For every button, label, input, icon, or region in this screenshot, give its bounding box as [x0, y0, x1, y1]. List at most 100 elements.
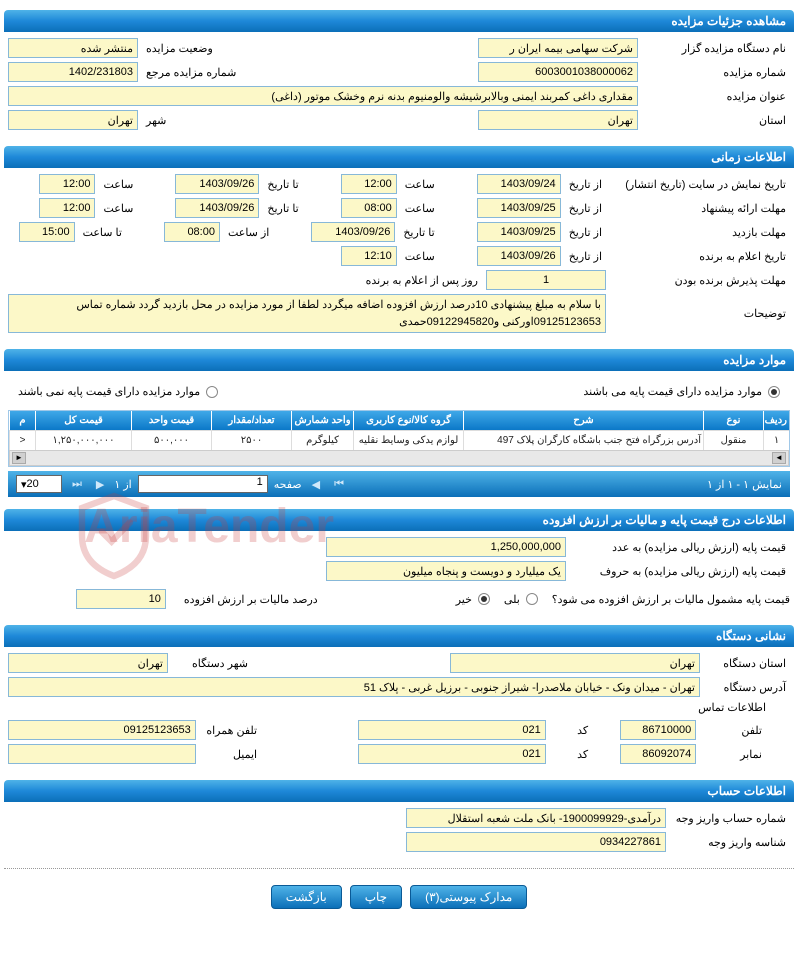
- section-header-device: نشانی دستگاه: [4, 625, 794, 647]
- winner-time: 12:10: [341, 246, 397, 266]
- notes-value: با سلام به مبلغ پیشنهادی 10درصد ارزش افز…: [8, 294, 606, 333]
- num-value: 6003001038000062: [478, 62, 638, 82]
- pager-first-icon[interactable]: ⏮: [330, 478, 348, 491]
- scroll-right-icon[interactable]: ►: [12, 452, 26, 464]
- radio-with-base[interactable]: موارد مزایده دارای قیمت پایه می باشند: [583, 385, 780, 398]
- pager-showing: نمایش ۱ - ۱ از ۱: [707, 478, 782, 491]
- col-row: ردیف: [763, 411, 789, 430]
- fax-value: 86092074: [620, 744, 697, 764]
- visit-from-time: 08:00: [164, 222, 220, 242]
- table-row[interactable]: ۱ منقول آدرس بزرگراه فتح جنب باشگاه کارگ…: [9, 430, 789, 450]
- timing-body: تاریخ نمایش در سایت (تاریخ انتشار) از تا…: [4, 168, 794, 343]
- vat-pct-label: درصد مالیات بر ارزش افزوده: [180, 591, 322, 608]
- pub-label: تاریخ نمایش در سایت (تاریخ انتشار): [610, 176, 790, 193]
- col-unit: واحد شمارش: [291, 411, 353, 430]
- acct-value: درآمدی-1900099929- بانک ملت شعبه استقلال: [406, 808, 666, 828]
- cell-desc: آدرس بزرگراه فتح جنب باشگاه کارگران پلاک…: [463, 431, 703, 450]
- col-group: گروه کالا/نوع کاربری: [353, 411, 463, 430]
- ref-value: 1402/231803: [8, 62, 138, 82]
- footer-buttons: مدارک پیوستی(۳) چاپ بازگشت: [4, 875, 794, 919]
- time-label-3: ساعت: [401, 200, 439, 217]
- visit-label: مهلت بازدید: [610, 224, 790, 241]
- cell-group: لوازم یدکی وسایط نقلیه: [353, 431, 463, 450]
- radio-without-base[interactable]: موارد مزایده دارای قیمت پایه نمی باشند: [18, 385, 218, 398]
- radio-icon: [768, 386, 780, 398]
- accept-days: 1: [486, 270, 606, 290]
- accept-label: مهلت پذیرش برنده بودن: [610, 272, 790, 289]
- title-value: مقداری داغی کمربند ایمنی وبالابرشیشه وال…: [8, 86, 638, 106]
- acct-id-value: 0934227861: [406, 832, 666, 852]
- winner-date: 1403/09/26: [477, 246, 561, 266]
- city-value: تهران: [8, 110, 138, 130]
- print-button[interactable]: چاپ: [350, 885, 402, 909]
- ref-label: شماره مزایده مرجع: [142, 64, 240, 81]
- offer-to-time: 12:00: [39, 198, 95, 218]
- city-label: شهر: [142, 112, 170, 129]
- fax-code: 021: [358, 744, 546, 764]
- visit-to-time: 15:00: [19, 222, 75, 242]
- pager-size-select[interactable]: 20 ▾: [16, 475, 62, 493]
- items-body: موارد مزایده دارای قیمت پایه می باشند مو…: [4, 371, 794, 503]
- offer-to-date: 1403/09/26: [175, 198, 259, 218]
- horizontal-scrollbar[interactable]: ◄ ►: [9, 450, 789, 466]
- radio-without-base-label: موارد مزایده دارای قیمت پایه نمی باشند: [18, 385, 200, 398]
- winner-label: تاریخ اعلام به برنده: [610, 248, 790, 265]
- status-label: وضعیت مزایده: [142, 40, 217, 57]
- attachments-button[interactable]: مدارک پیوستی(۳): [410, 885, 527, 909]
- table-pager: نمایش ۱ - ۱ از ۱ ⏮ ◀ صفحه 1 از ۱ ▶ ⏭ 20 …: [8, 471, 790, 497]
- base-txt-label: قیمت پایه (ارزش ریالی مزایده) به حروف: [570, 563, 790, 580]
- email-value: [8, 744, 196, 764]
- col-desc: شرح: [463, 411, 703, 430]
- org-label: نام دستگاه مزایده گزار: [642, 40, 790, 57]
- pager-of-label: از ۱: [114, 478, 131, 491]
- back-button[interactable]: بازگشت: [271, 885, 342, 909]
- dev-city-label: شهر دستگاه: [172, 655, 252, 672]
- from-label-3: از تاریخ: [565, 224, 606, 241]
- vat-question: قیمت پایه مشمول مالیات بر ارزش افزوده می…: [552, 593, 790, 606]
- cell-total-price: ۱,۲۵۰,۰۰۰,۰۰۰: [35, 431, 131, 450]
- radio-icon: [478, 593, 490, 605]
- offer-from-date: 1403/09/25: [477, 198, 561, 218]
- accept-days-after: روز پس از اعلام به برنده: [362, 272, 482, 289]
- radio-icon: [206, 386, 218, 398]
- cell-qty: ۲۵۰۰: [211, 431, 291, 450]
- phone-code: 021: [358, 720, 546, 740]
- time-label-2: ساعت: [99, 176, 137, 193]
- cell-unit: کیلوگرم: [291, 431, 353, 450]
- vat-yes[interactable]: بلی: [504, 593, 538, 606]
- status-value: منتشر شده: [8, 38, 138, 58]
- pager-next-icon[interactable]: ▶: [92, 478, 108, 491]
- mobile-label: تلفن همراه: [200, 722, 261, 739]
- price-body: قیمت پایه (ارزش ریالی مزایده) به عدد 1,2…: [4, 531, 794, 619]
- base-num-value: 1,250,000,000: [326, 537, 566, 557]
- code-label-2: کد: [550, 746, 616, 763]
- account-body: شماره حساب واریز وجه درآمدی-1900099929- …: [4, 802, 794, 862]
- visit-from-date: 1403/09/25: [477, 222, 561, 242]
- cell-row: ۱: [763, 431, 789, 450]
- org-value: شرکت سهامی بیمه ایران ر: [478, 38, 638, 58]
- vat-pct-value: 10: [76, 589, 166, 609]
- base-txt-value: یک میلیارد و دویست و پنجاه میلیون: [326, 561, 566, 581]
- cell-unit-price: ۵۰۰,۰۰۰: [131, 431, 211, 450]
- vat-no[interactable]: خیر: [456, 593, 490, 606]
- to-label-2: تا تاریخ: [263, 200, 302, 217]
- dev-addr-value: تهران - میدان ونک - خیابان ملاصدرا- شیرا…: [8, 677, 700, 697]
- to-label-1: تا تاریخ: [263, 176, 302, 193]
- pager-last-icon[interactable]: ⏭: [68, 478, 86, 491]
- fax-label: نمابر: [700, 746, 766, 763]
- scroll-left-icon[interactable]: ◄: [772, 452, 786, 464]
- pager-prev-icon[interactable]: ◀: [308, 478, 324, 491]
- province-value: تهران: [478, 110, 638, 130]
- province-label: استان: [642, 112, 790, 129]
- col-type: نوع: [703, 411, 763, 430]
- section-header-price: اطلاعات درج قیمت پایه و مالیات بر ارزش ا…: [4, 509, 794, 531]
- offer-from-time: 08:00: [341, 198, 397, 218]
- section-header-account: اطلاعات حساب: [4, 780, 794, 802]
- pager-page-input[interactable]: 1: [138, 475, 268, 493]
- col-extra: م: [9, 411, 35, 430]
- cell-extra: <: [9, 431, 35, 450]
- col-qty: تعداد/مقدار: [211, 411, 291, 430]
- pub-to-time: 12:00: [39, 174, 95, 194]
- dev-city-value: تهران: [8, 653, 168, 673]
- col-total-price: قیمت کل: [35, 411, 131, 430]
